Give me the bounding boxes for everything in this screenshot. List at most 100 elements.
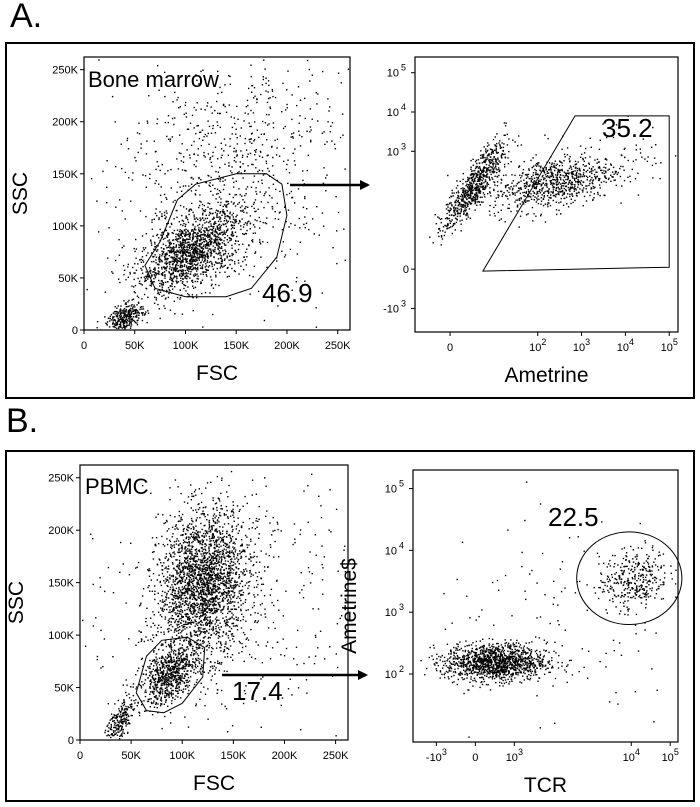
data-point: [229, 585, 232, 588]
data-point: [292, 132, 295, 134]
data-point: [170, 623, 172, 626]
data-point: [477, 200, 480, 203]
data-point: [214, 591, 216, 594]
data-point: [476, 174, 478, 177]
data-point: [478, 192, 480, 194]
data-point: [248, 592, 251, 594]
data-point: [192, 281, 194, 283]
data-point: [444, 231, 446, 233]
data-point: [228, 275, 230, 277]
data-point: [488, 153, 490, 155]
data-point: [167, 222, 169, 225]
data-point: [181, 630, 183, 632]
data-point: [315, 307, 317, 309]
data-point: [549, 167, 552, 170]
data-point: [196, 79, 198, 81]
data-point: [315, 92, 317, 94]
data-point: [171, 272, 174, 275]
data-point: [224, 237, 226, 239]
data-point: [471, 192, 474, 195]
data-point: [263, 319, 266, 322]
data-point: [585, 185, 587, 187]
data-point: [500, 178, 502, 181]
data-point: [209, 621, 211, 623]
data-point: [191, 260, 193, 262]
data-point: [615, 124, 618, 126]
data-point: [185, 223, 187, 226]
data-point: [226, 267, 228, 270]
data-point: [266, 101, 269, 104]
data-point: [185, 272, 187, 274]
data-point: [268, 123, 270, 125]
data-point: [465, 214, 467, 216]
gate-polygon[interactable]: [482, 115, 670, 272]
data-point: [168, 233, 170, 235]
data-point: [165, 229, 168, 232]
data-point: [132, 310, 134, 312]
data-point: [242, 572, 244, 574]
gate-polygon[interactable]: [144, 173, 288, 298]
data-point: [159, 261, 161, 263]
data-point: [222, 606, 225, 608]
data-point: [209, 248, 212, 250]
data-point: [610, 163, 612, 165]
data-point: [218, 243, 220, 246]
data-point: [171, 248, 174, 250]
data-point: [560, 191, 563, 193]
data-point: [175, 233, 177, 235]
data-point: [514, 201, 516, 203]
data-point: [498, 174, 500, 177]
data-point: [161, 266, 163, 269]
data-point: [242, 163, 244, 165]
data-point: [456, 200, 459, 203]
data-point: [197, 237, 199, 240]
data-point: [114, 324, 117, 326]
data-point: [227, 215, 229, 218]
data-point: [217, 216, 219, 219]
data-point: [476, 186, 478, 188]
data-point: [454, 213, 457, 216]
data-point: [211, 628, 213, 630]
data-point: [197, 253, 199, 255]
data-point: [472, 173, 474, 175]
data-point: [171, 285, 173, 288]
data-point: [294, 202, 296, 204]
data-point: [465, 194, 467, 196]
data-point: [464, 201, 466, 203]
data-point: [485, 158, 487, 161]
data-point: [585, 171, 587, 173]
data-point: [562, 185, 565, 187]
data-point: [200, 256, 202, 258]
data-point: [217, 637, 220, 639]
data-point: [547, 138, 549, 140]
data-point: [240, 172, 242, 174]
data-point: [209, 243, 211, 246]
data-point: [548, 191, 550, 194]
data-point: [208, 519, 211, 522]
data-point: [159, 194, 162, 196]
data-point: [168, 263, 171, 266]
data-point: [450, 208, 452, 210]
data-point: [106, 186, 108, 188]
data-point: [203, 556, 205, 559]
data-point: [189, 569, 191, 571]
data-point: [98, 59, 100, 61]
data-point: [233, 270, 236, 272]
data-point: [196, 560, 198, 563]
scatter-points: [429, 115, 677, 246]
data-point: [166, 568, 168, 570]
data-point: [178, 510, 181, 513]
data-point: [497, 158, 499, 161]
data-point: [199, 230, 201, 232]
data-point: [114, 320, 117, 322]
data-point: [191, 176, 193, 179]
data-point: [175, 524, 177, 526]
data-point: [506, 133, 508, 136]
data-point: [192, 567, 194, 569]
data-point: [495, 159, 497, 161]
data-point: [500, 182, 502, 184]
data-point: [180, 280, 182, 282]
data-point: [186, 267, 189, 269]
data-point: [165, 196, 167, 199]
data-point: [472, 170, 474, 172]
